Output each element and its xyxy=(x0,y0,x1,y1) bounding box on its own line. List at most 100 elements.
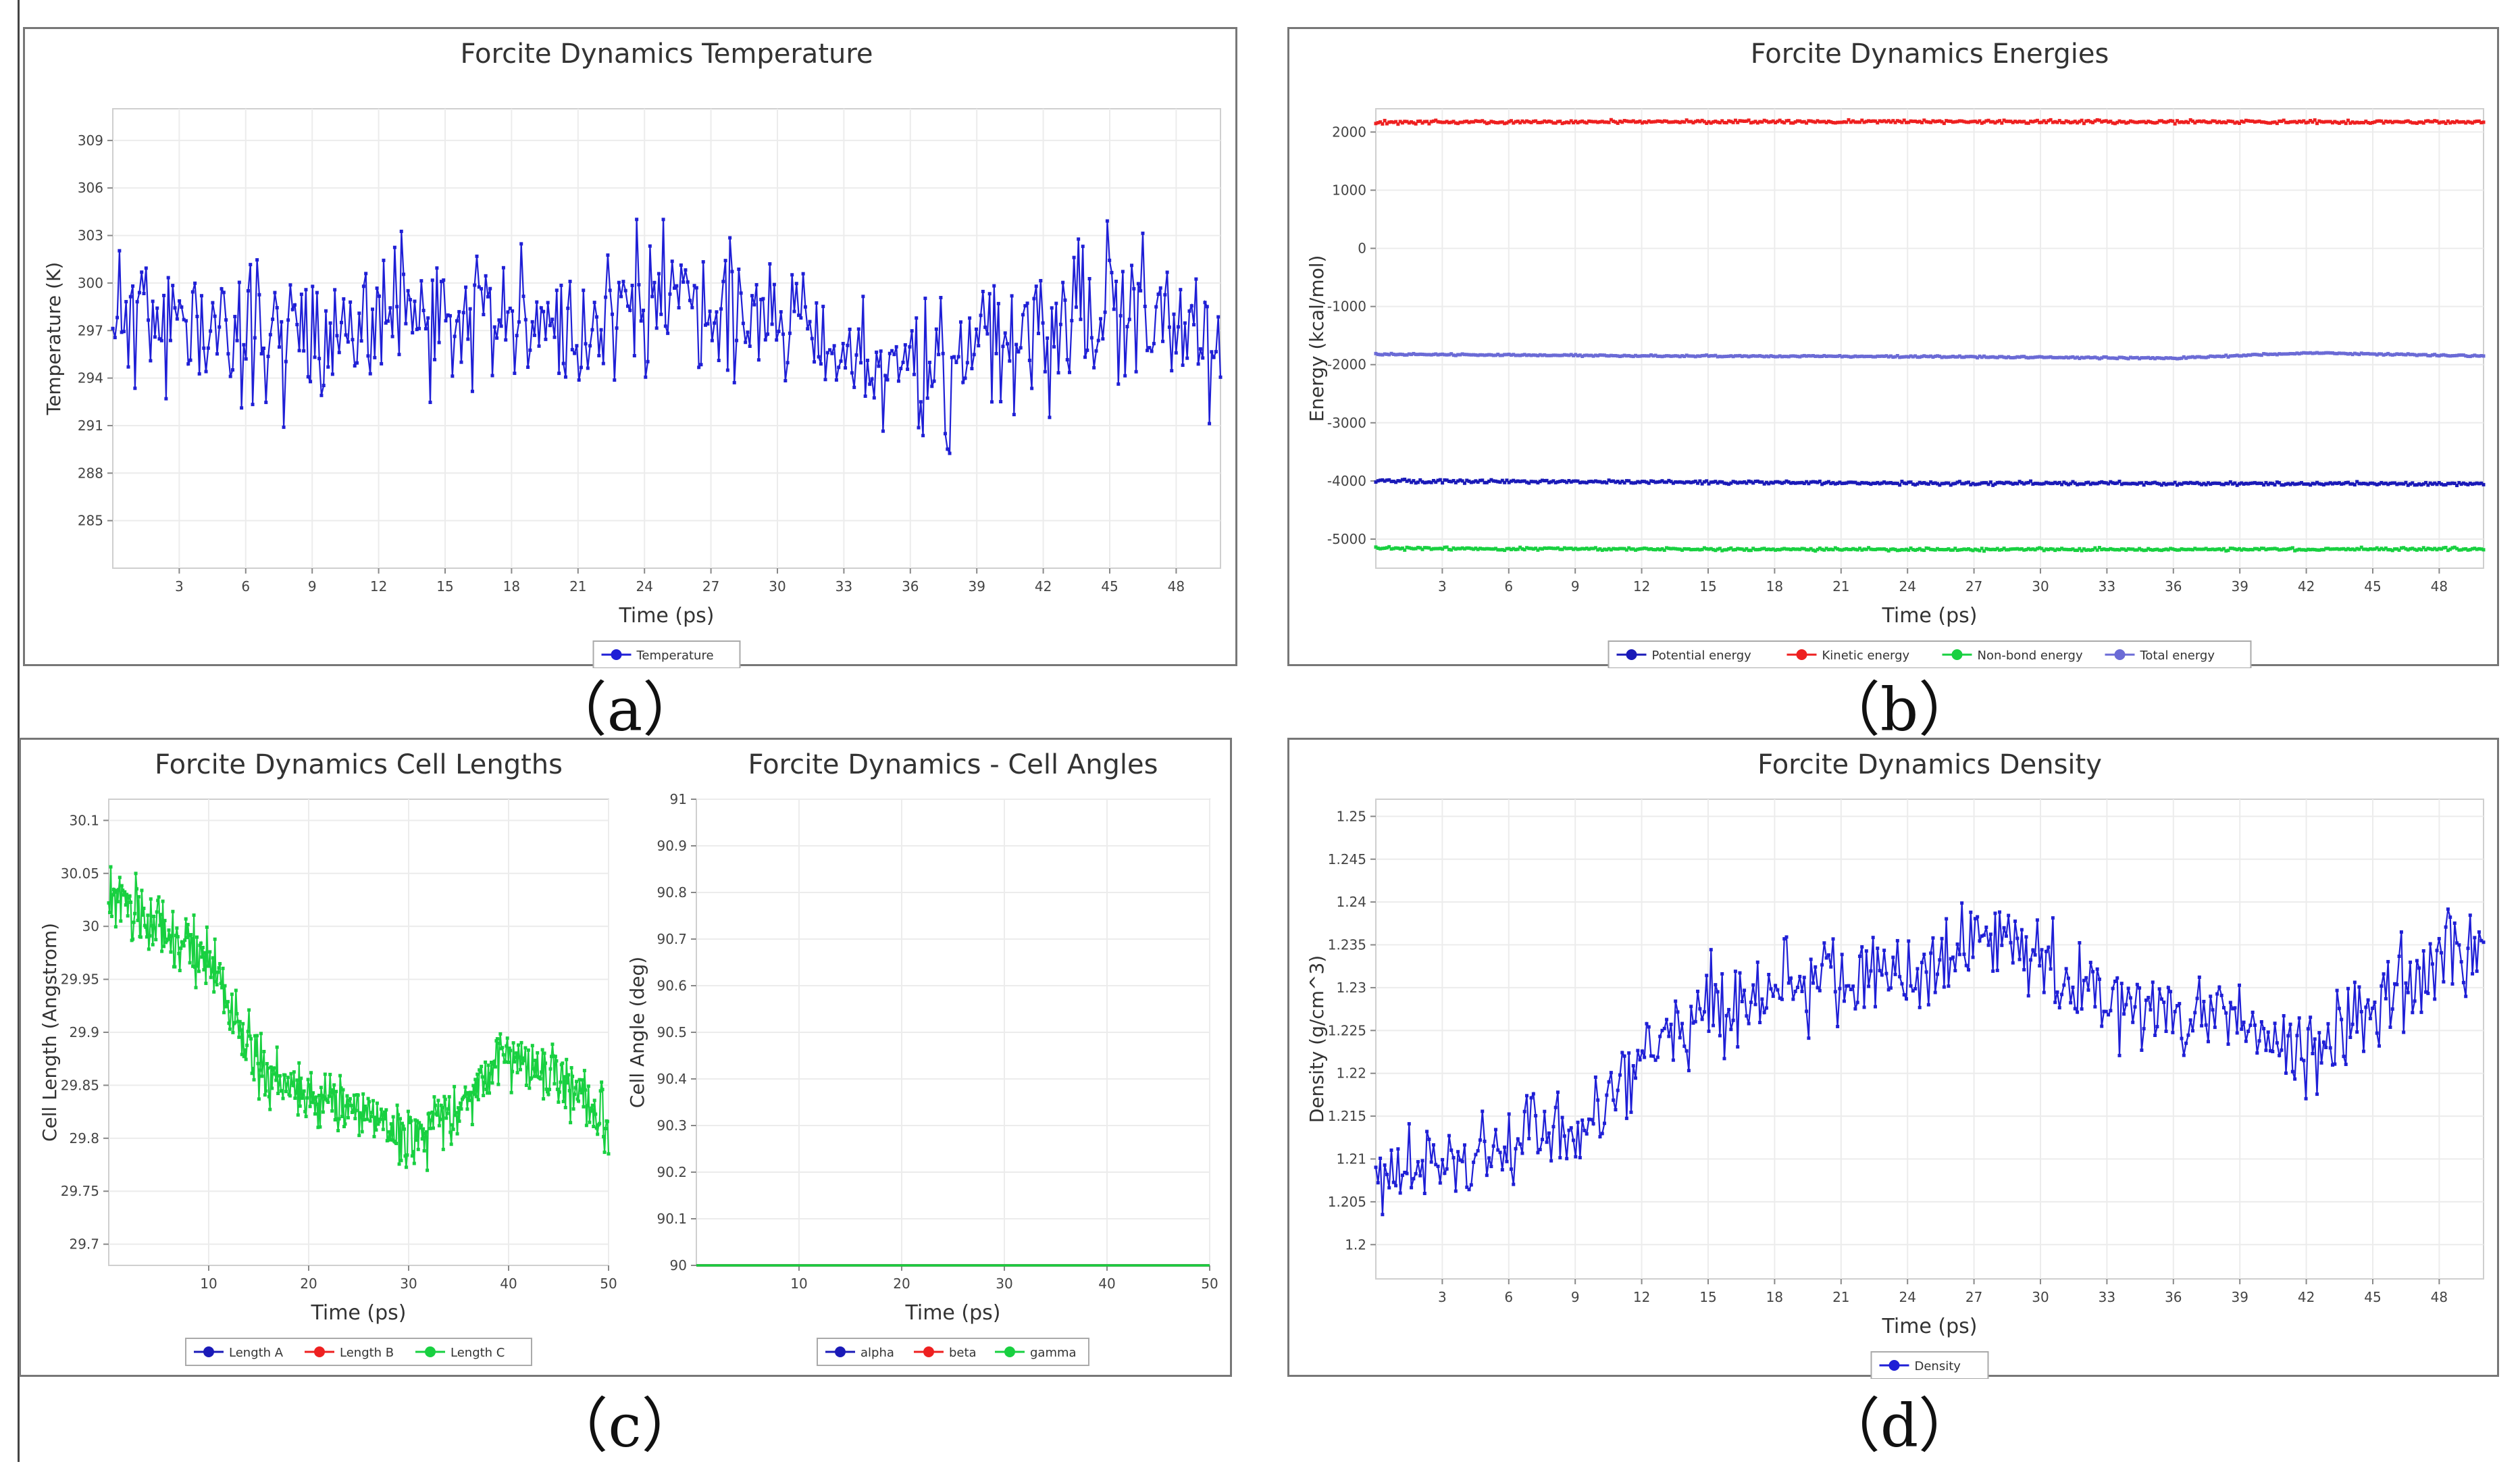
data-point xyxy=(1496,480,1500,484)
data-point xyxy=(570,348,574,352)
data-point xyxy=(1855,548,1859,552)
data-point xyxy=(2060,992,2064,996)
data-point xyxy=(2078,547,2082,551)
data-point xyxy=(2064,967,2068,971)
data-point xyxy=(2421,949,2425,953)
data-point xyxy=(1438,120,1442,124)
data-point xyxy=(2211,119,2215,123)
data-point xyxy=(1789,354,1793,358)
data-point xyxy=(1786,547,1791,551)
data-point xyxy=(230,368,234,372)
data-point xyxy=(1824,480,1828,484)
data-point xyxy=(2155,482,2159,486)
data-point xyxy=(2324,1045,2328,1049)
data-point xyxy=(1712,1024,1716,1028)
data-point xyxy=(470,389,474,393)
data-point xyxy=(2076,549,2080,553)
data-point xyxy=(2409,120,2413,124)
data-point xyxy=(1116,382,1121,386)
data-point xyxy=(908,345,912,349)
x-tick-label: 27 xyxy=(702,578,719,595)
data-point xyxy=(2084,976,2088,980)
data-point xyxy=(2331,547,2335,551)
data-point xyxy=(1507,547,1511,551)
data-point xyxy=(374,1128,378,1132)
data-point xyxy=(2082,356,2086,360)
data-point xyxy=(2340,482,2344,486)
data-point xyxy=(2253,120,2257,124)
data-point xyxy=(1902,993,1906,997)
data-point xyxy=(1676,480,1680,484)
data-point xyxy=(1718,355,1722,359)
data-point xyxy=(1986,547,1990,551)
data-point xyxy=(1969,120,1973,124)
data-point xyxy=(1793,481,1797,485)
data-point xyxy=(1210,350,1214,354)
x-tick-label: 9 xyxy=(1571,578,1580,595)
data-point xyxy=(1148,346,1152,350)
data-point xyxy=(1873,482,1877,486)
data-point xyxy=(1165,270,1169,274)
data-point xyxy=(261,1062,265,1066)
data-point xyxy=(958,320,962,324)
data-point xyxy=(2084,355,2088,359)
data-point xyxy=(1400,121,1404,125)
data-point xyxy=(2138,986,2142,990)
data-point xyxy=(637,282,641,286)
data-point xyxy=(1886,355,1891,359)
data-point xyxy=(1712,480,1716,484)
data-point xyxy=(1845,547,1849,551)
data-point xyxy=(1743,354,1747,358)
data-point xyxy=(1108,258,1112,262)
data-point xyxy=(2124,548,2128,552)
data-point xyxy=(1387,545,1391,549)
data-point xyxy=(2395,482,2399,486)
data-point xyxy=(1070,319,1074,323)
data-point xyxy=(1376,121,1380,125)
data-point xyxy=(1831,548,1835,552)
data-point xyxy=(186,923,190,927)
data-point xyxy=(2268,121,2272,125)
data-point xyxy=(1984,355,1988,359)
data-point xyxy=(639,319,643,323)
data-point xyxy=(770,322,774,326)
data-point xyxy=(1814,120,1818,124)
data-point xyxy=(448,1130,453,1134)
data-point xyxy=(1405,479,1409,483)
data-point xyxy=(492,325,496,329)
data-point xyxy=(1853,120,1857,124)
data-point xyxy=(2235,353,2239,357)
data-point xyxy=(1911,355,1915,359)
data-point xyxy=(1778,354,1782,358)
energies-panel: Forcite Dynamics Energies -5000 -4000 -3000… xyxy=(1287,27,2499,668)
data-point xyxy=(1898,483,1902,487)
data-point xyxy=(2424,480,2428,484)
data-point xyxy=(2466,946,2470,951)
data-point xyxy=(659,312,663,316)
data-point xyxy=(2284,120,2288,124)
x-tick-label: 30 xyxy=(996,1276,1012,1292)
data-point xyxy=(1634,353,1638,357)
data-point xyxy=(1778,996,1782,1000)
data-point xyxy=(2344,481,2348,485)
data-point xyxy=(1553,353,1558,357)
data-point xyxy=(1776,480,1780,484)
data-point xyxy=(2173,122,2177,126)
data-point xyxy=(2162,481,2166,485)
data-point xyxy=(1483,120,1487,124)
data-point xyxy=(686,280,690,284)
data-point xyxy=(365,1117,369,1121)
data-point xyxy=(1605,1093,1609,1097)
data-point xyxy=(505,1044,509,1048)
data-point xyxy=(2221,1006,2226,1010)
data-point xyxy=(2278,119,2282,123)
data-point xyxy=(2107,482,2111,486)
data-point xyxy=(2076,1010,2080,1014)
data-point xyxy=(584,342,588,346)
data-point xyxy=(285,1082,289,1086)
data-point xyxy=(235,338,239,343)
data-point xyxy=(2144,998,2148,1002)
data-point xyxy=(2144,480,2148,484)
data-point xyxy=(2128,482,2132,486)
data-point xyxy=(2430,353,2434,357)
